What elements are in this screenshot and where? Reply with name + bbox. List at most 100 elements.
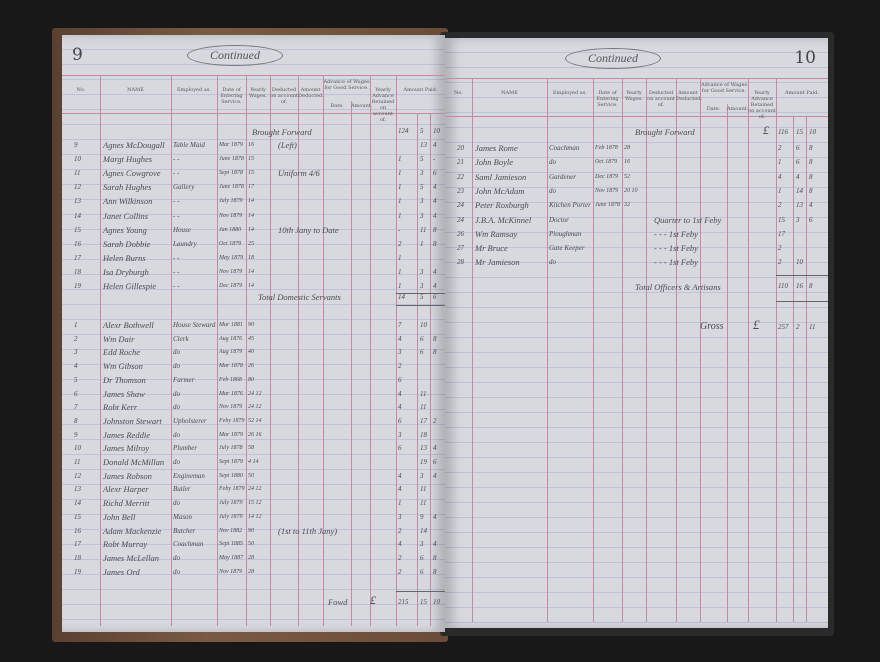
yearly-wages: 15 xyxy=(248,156,254,163)
column-rule xyxy=(676,78,677,622)
employee-name: John Bell xyxy=(103,511,136,522)
amount-paid: 2 xyxy=(433,416,437,425)
yearly-wages: 17 xyxy=(248,184,254,191)
amount-paid: 11 xyxy=(420,225,427,234)
yearly-wages: 32 xyxy=(624,202,630,209)
row-number: 18 xyxy=(74,267,81,276)
row-note: (Left) xyxy=(278,140,297,150)
total-amount: 5 xyxy=(420,293,424,301)
total-amount: 6 xyxy=(433,293,437,301)
amount-paid: 8 xyxy=(433,348,437,357)
total-amount: 110 xyxy=(778,282,788,290)
date-entered: Mar 1876 xyxy=(219,390,243,397)
date-entered: Mar 1879 xyxy=(219,142,243,148)
row-number: 3 xyxy=(74,348,78,357)
date-entered: Feb 1868 xyxy=(219,376,242,383)
row-note: 10th Jany to Date xyxy=(278,224,339,235)
right-page: 10 Continued No. NAME Employed as. Date of … xyxy=(445,38,828,628)
row-note: Uniform 4/6 xyxy=(278,168,320,179)
column-rule xyxy=(806,116,807,622)
column-header: Yearly Advance Retained on account of. xyxy=(371,87,395,123)
yearly-wages: 52 xyxy=(624,173,630,180)
amount-paid: 11 xyxy=(420,389,427,398)
amount-paid: 6 xyxy=(420,348,424,357)
employed-as: - - xyxy=(173,211,180,220)
amount-paid: 2 xyxy=(398,362,402,371)
amount-paid: 13 xyxy=(420,444,427,453)
amount-paid: 2 xyxy=(778,258,782,267)
date-entered: Sept 1879 xyxy=(219,459,243,465)
row-number: 24 xyxy=(457,201,464,210)
column-header: No. xyxy=(76,87,86,93)
employee-name: Ann Wilkinson xyxy=(103,196,153,207)
row-number: 4 xyxy=(74,362,78,371)
amount-paid: 6 xyxy=(420,553,424,562)
employee-name: Helen Burns xyxy=(103,252,146,263)
row-number: 19 xyxy=(74,282,81,290)
amount-paid: 17 xyxy=(778,229,785,238)
date-entered: July 1879 xyxy=(219,500,243,507)
amount-paid: 4 xyxy=(398,334,402,343)
amount-paid: 2 xyxy=(778,201,782,210)
amount-paid: 4 xyxy=(398,389,402,398)
row-number: 9 xyxy=(74,430,78,439)
yearly-wages: 24 12 xyxy=(248,404,262,411)
yearly-wages: 80 xyxy=(248,376,254,383)
employed-as: do xyxy=(173,458,180,466)
amount-paid: 4 xyxy=(433,267,437,276)
brought-forward-label: Brought Forward xyxy=(635,127,695,137)
amount-paid: 1 xyxy=(398,211,402,220)
total-rule xyxy=(396,591,445,592)
total-amount: 16 xyxy=(796,282,803,290)
employee-name: James McLellan xyxy=(103,552,159,563)
employed-as: Doctor xyxy=(549,215,569,224)
row-number: 24 xyxy=(457,215,464,224)
date-entered: June 1878 xyxy=(219,184,244,191)
row-note: Quarter to 1st Feby xyxy=(654,214,722,225)
column-header: Advance of Wages for Good Service. xyxy=(700,82,748,94)
total-rule xyxy=(396,293,445,294)
amount-paid: 3 xyxy=(420,282,424,290)
employee-name: Donald McMillan xyxy=(103,457,165,467)
amount-paid: 6 xyxy=(433,169,437,178)
employee-name: Mr Jamieson xyxy=(475,257,520,268)
amount-paid: 3 xyxy=(420,471,424,480)
employee-name: John McAdam xyxy=(475,185,525,196)
employed-as: do xyxy=(173,348,180,357)
employed-as: do xyxy=(549,186,556,195)
column-header: Advance of Wages for Good Service. xyxy=(323,79,370,91)
total-label: Total Domestic Servants xyxy=(258,292,341,302)
column-rule xyxy=(351,101,352,626)
amount-paid: 2 xyxy=(398,526,402,535)
employed-as: Gardener xyxy=(549,172,576,181)
yearly-wages: 14 xyxy=(248,283,254,289)
yearly-wages: 28 xyxy=(248,568,254,575)
amount-paid: 9 xyxy=(420,512,424,521)
employed-as: Gallery xyxy=(173,183,195,192)
yearly-wages: 15 12 xyxy=(248,500,262,507)
row-number: 14 xyxy=(74,499,81,508)
amount-paid: 1 xyxy=(778,186,782,195)
row-note: - - - 1st Feby xyxy=(654,228,698,239)
row-number: 26 xyxy=(457,229,464,238)
column-header: Yearly Wages. xyxy=(248,87,267,99)
date-entered: Jan 1880 xyxy=(219,226,242,233)
amount-paid: 15 xyxy=(778,215,785,224)
employed-as: Coachman xyxy=(549,144,580,152)
amount-paid: 6 xyxy=(398,444,402,453)
amount-paid: 4 xyxy=(433,444,437,453)
employed-as: Gate Keeper xyxy=(549,244,585,253)
row-number: 16 xyxy=(74,239,81,248)
yearly-wages: 14 12 xyxy=(248,513,262,520)
yearly-wages: 40 xyxy=(248,349,254,356)
amount-paid: 6 xyxy=(433,458,437,466)
currency-symbol: £ xyxy=(763,123,769,137)
row-number: 12 xyxy=(74,471,81,480)
brought-forward-amount: 116 xyxy=(778,128,788,136)
employee-name: Sarah Hughes xyxy=(103,182,152,193)
employed-as: Upholsterer xyxy=(173,416,207,425)
total-amount: 8 xyxy=(809,282,813,290)
employee-name: Johnston Stewart xyxy=(103,415,162,426)
row-number: 22 xyxy=(457,172,464,181)
